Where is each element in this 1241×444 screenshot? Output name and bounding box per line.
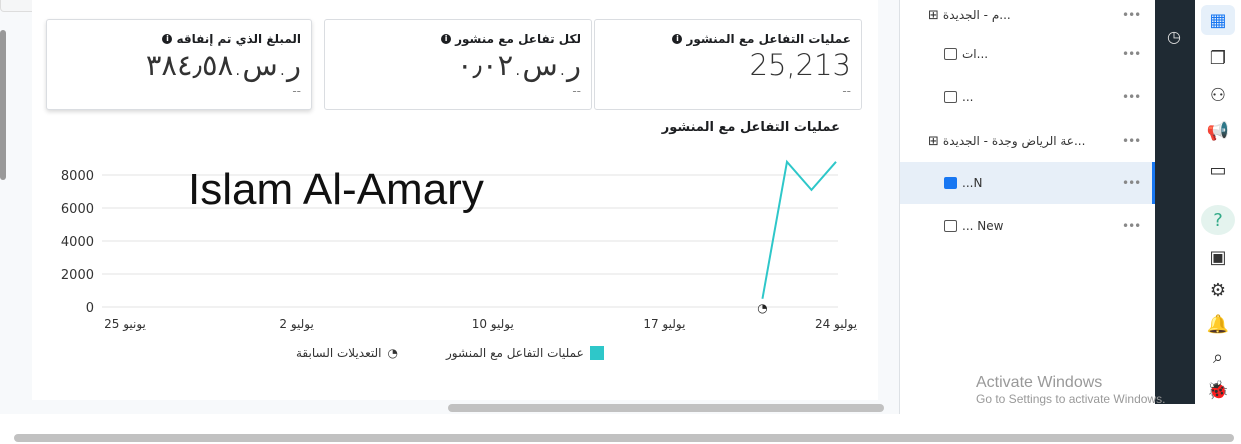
main-panel: عمليات التفاعل مع المنشور i 25,213 -- لكل… <box>0 0 900 414</box>
megaphone-icon[interactable]: 📢 <box>1206 120 1230 142</box>
horizontal-scrollbar[interactable] <box>448 404 884 412</box>
y-tick-label: 6000 <box>61 202 94 217</box>
activate-sub: Go to Settings to activate Windows. <box>976 392 1166 406</box>
legend-item-series[interactable]: عمليات التفاعل مع المنشور <box>446 346 604 360</box>
report-content: عمليات التفاعل مع المنشور i 25,213 -- لكل… <box>32 0 878 400</box>
sidebar-item[interactable]: N... ••• <box>900 162 1155 204</box>
more-icon[interactable]: ••• <box>1122 90 1141 104</box>
edit-marker-icon: ◔ <box>757 301 767 315</box>
card-delta: -- <box>842 84 851 98</box>
metric-card-spent[interactable]: المبلغ الذي تم إنفاقه i ر.س.٣٨٤٫٥٨ -- <box>46 19 312 110</box>
bell-icon[interactable]: 🔔 <box>1206 313 1230 335</box>
sidebar-item-label: ...عة الرياض وجدة - الجديدة <box>942 134 1086 148</box>
more-icon[interactable]: ••• <box>1122 47 1141 61</box>
overlay-text: Islam Al-Amary <box>188 165 484 214</box>
pages-icon[interactable]: ❐ <box>1209 47 1227 69</box>
info-icon[interactable]: i <box>441 34 452 44</box>
ad-icon <box>944 177 957 189</box>
chart-title: عمليات التفاعل مع المنشور <box>661 120 840 135</box>
more-icon[interactable]: ••• <box>1122 176 1141 190</box>
x-tick-label: 25 يونيو <box>104 317 146 332</box>
activate-title: Activate Windows <box>976 374 1103 391</box>
x-tick-label: 10 يوليو <box>472 317 514 332</box>
x-tick-label: 17 يوليو <box>643 317 685 332</box>
sidebar-item[interactable]: ... ••• <box>900 76 1155 118</box>
activate-windows: Activate Windows Go to Settings to activ… <box>976 374 1165 406</box>
more-icon[interactable]: ••• <box>1122 8 1141 22</box>
card-delta: -- <box>572 84 581 98</box>
y-tick-label: 0 <box>86 301 94 316</box>
legend-item-edits[interactable]: ◔ التعديلات السابقة <box>296 346 398 360</box>
more-icon[interactable]: ••• <box>1122 219 1141 233</box>
metric-card-cost-per[interactable]: لكل تفاعل مع منشور i ر.س.٠٫٠٢ -- <box>324 19 592 110</box>
legend-swatch <box>589 346 604 360</box>
card-value: 25,213 <box>749 48 851 82</box>
y-tick-label: 4000 <box>61 235 94 250</box>
sidebar-item-label: ...ات <box>962 47 989 61</box>
dark-strip: ◷ <box>1155 0 1195 404</box>
card-value: ر.س.٣٨٤٫٥٨ <box>145 48 301 82</box>
card-title: لكل تفاعل مع منشور <box>455 32 581 46</box>
card-title: المبلغ الذي تم إنفاقه <box>176 32 301 46</box>
line-chart: 0 2000 4000 6000 8000 25 يونيو 2 يوليو 10 يوليو… <box>61 159 857 332</box>
ad-icon <box>944 220 957 232</box>
sidebar-item-label: N... <box>962 176 983 190</box>
sidebar-item-label: ... <box>962 90 974 104</box>
vertical-scrollbar[interactable] <box>0 30 6 180</box>
grid-icon: ⊞ <box>928 7 939 23</box>
x-tick-label: 2 يوليو <box>279 317 313 332</box>
y-tick-label: 8000 <box>61 169 94 184</box>
sidebar-item[interactable]: ⊞ ...م - الجديدة ••• <box>900 0 1155 36</box>
page-scrollbar[interactable] <box>14 434 1234 442</box>
sidebar-item[interactable]: New ... ••• <box>900 205 1155 247</box>
card-title: عمليات التفاعل مع المنشور <box>686 32 851 46</box>
series-line <box>761 159 837 299</box>
info-icon[interactable]: i <box>162 34 173 44</box>
sidebar-item-label: New ... <box>962 219 1004 233</box>
legend-label: التعديلات السابقة <box>296 346 382 360</box>
sidebar-item[interactable]: ⊞ ...عة الرياض وجدة - الجديدة ••• <box>900 120 1155 162</box>
table-icon[interactable]: ▦ <box>1201 5 1235 35</box>
metric-card-engagements[interactable]: عمليات التفاعل مع المنشور i 25,213 -- <box>594 19 862 110</box>
card-value: ر.س.٠٫٠٢ <box>457 48 581 82</box>
legend-label: عمليات التفاعل مع المنشور <box>446 346 584 360</box>
clock-icon[interactable]: ◷ <box>1167 27 1181 46</box>
campaign-sidebar: ⊞ ...م - الجديدة ••• ...ات •••... ••• ⊞ ...عة ا… <box>900 0 1155 414</box>
more-icon[interactable]: ••• <box>1122 134 1141 148</box>
ad-icon <box>944 91 957 103</box>
contacts-icon[interactable]: ▣ <box>1209 246 1227 268</box>
gauge-icon: ◔ <box>387 346 398 360</box>
x-tick-label: 24 يوليو <box>815 317 857 332</box>
audience-icon[interactable]: ⚇ <box>1209 84 1227 106</box>
bug-icon[interactable]: 🐞 <box>1206 379 1230 401</box>
search-icon[interactable]: ⌕ <box>1212 346 1224 368</box>
billing-icon[interactable]: ▭ <box>1209 159 1227 181</box>
y-tick-label: 2000 <box>61 268 94 283</box>
sidebar-item-label: ...م - الجديدة <box>942 8 1011 22</box>
card-delta: -- <box>292 84 301 98</box>
icon-nav: ▦ ❐ ⚇ 📢 ▭ ? ▣ ⚙ 🔔 ⌕ 🐞 <box>1195 0 1241 414</box>
help-icon[interactable]: ? <box>1201 205 1235 235</box>
settings-icon[interactable]: ⚙ <box>1209 279 1227 301</box>
sidebar-item[interactable]: ...ات ••• <box>900 33 1155 75</box>
info-icon[interactable]: i <box>672 34 683 44</box>
ad-icon <box>944 48 957 60</box>
grid-icon: ⊞ <box>928 133 939 149</box>
